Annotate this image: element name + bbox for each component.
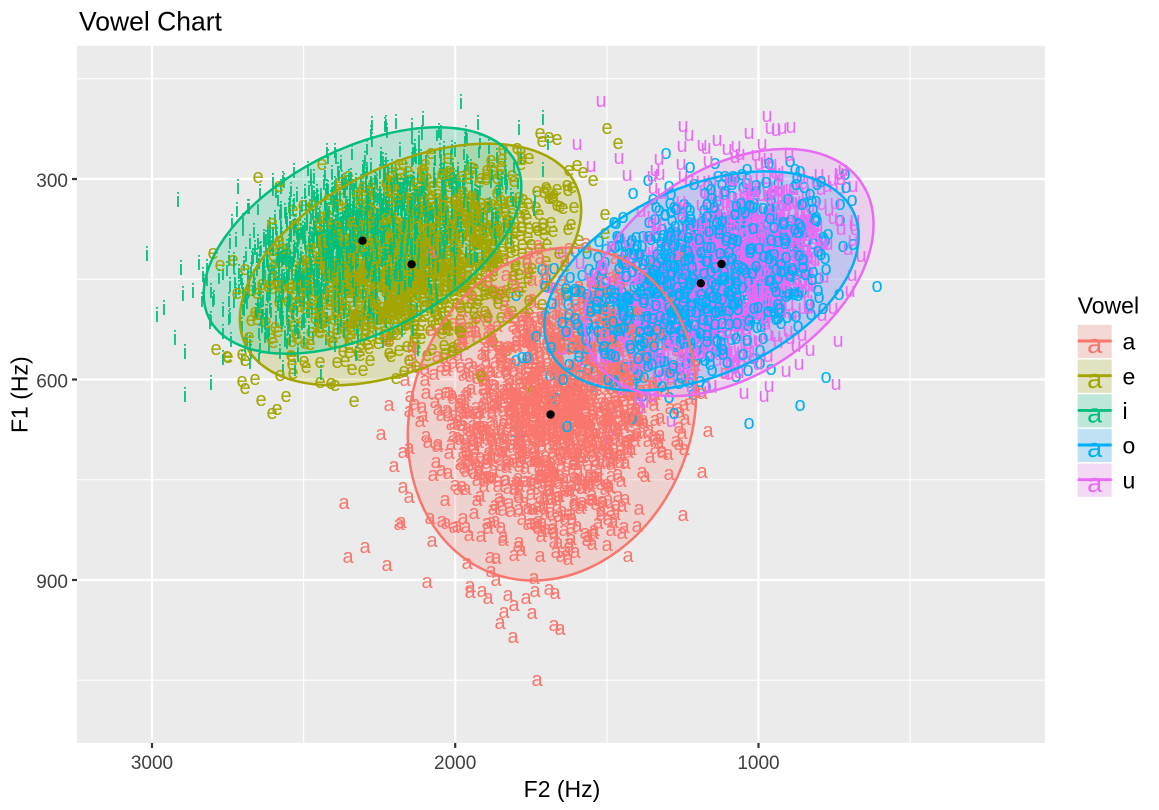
svg-text:Vowel: Vowel (1078, 293, 1139, 319)
svg-text:300: 300 (36, 171, 68, 192)
svg-text:e: e (1123, 363, 1136, 389)
svg-text:a: a (1087, 329, 1103, 359)
svg-text:a: a (1087, 364, 1103, 394)
svg-text:F1 (Hz): F1 (Hz) (7, 356, 33, 433)
svg-text:u: u (1123, 467, 1136, 493)
svg-text:2000: 2000 (434, 753, 476, 774)
svg-text:a: a (1087, 433, 1103, 463)
svg-text:F2 (Hz): F2 (Hz) (524, 776, 601, 802)
svg-text:3000: 3000 (131, 753, 173, 774)
svg-text:i: i (1123, 398, 1128, 424)
svg-text:a: a (1087, 468, 1103, 498)
svg-text:o: o (1123, 433, 1136, 459)
svg-text:600: 600 (36, 372, 68, 393)
svg-text:a: a (1087, 399, 1103, 429)
svg-text:1000: 1000 (737, 753, 779, 774)
svg-text:Vowel Chart: Vowel Chart (79, 7, 223, 37)
svg-text:a: a (1123, 329, 1136, 355)
svg-text:900: 900 (36, 572, 68, 593)
